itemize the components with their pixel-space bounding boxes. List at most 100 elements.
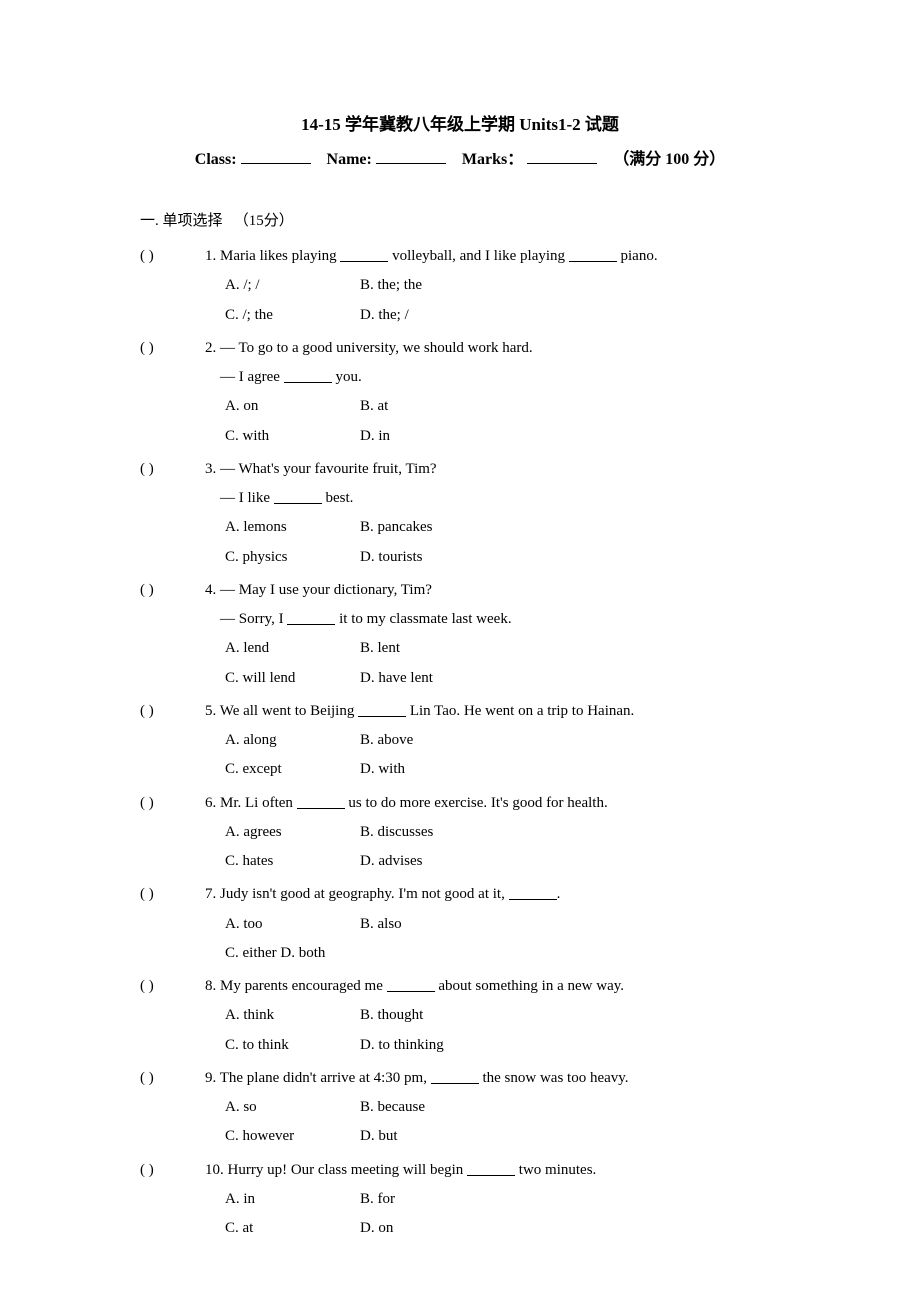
option-row-single: C. either D. both — [140, 939, 780, 968]
option-b: B. for — [360, 1185, 780, 1214]
option-row: A. thinkB. thought — [140, 1001, 780, 1030]
option-b: B. pancakes — [360, 513, 780, 542]
option-row: A. tooB. also — [140, 910, 780, 939]
option-b: D. have lent — [360, 664, 780, 693]
question-main-line: ( ) 1. Maria likes playing volleyball, a… — [140, 242, 780, 271]
fill-blank — [284, 369, 332, 383]
answer-paren: ( ) — [140, 1156, 205, 1185]
option-a: C. to think — [225, 1031, 360, 1060]
fill-blank — [569, 248, 617, 262]
fill-blank — [431, 1070, 479, 1084]
option-a: A. too — [225, 910, 360, 939]
section-header: 一. 单项选择 （15分） — [140, 209, 780, 230]
question-text: 5. We all went to Beijing Lin Tao. He we… — [205, 697, 780, 726]
question-text: 4. — May I use your dictionary, Tim? — [205, 576, 780, 605]
option-row: A. lemonsB. pancakes — [140, 513, 780, 542]
option-a: A. lemons — [225, 513, 360, 542]
question-text: 10. Hurry up! Our class meeting will beg… — [205, 1156, 780, 1185]
option-row: A. soB. because — [140, 1093, 780, 1122]
option-b: B. because — [360, 1093, 780, 1122]
option-b: D. to thinking — [360, 1031, 780, 1060]
question-text: 7. Judy isn't good at geography. I'm not… — [205, 880, 780, 909]
option-b: D. but — [360, 1122, 780, 1151]
option-row: C. /; theD. the; / — [140, 301, 780, 330]
question-2: ( ) 2. — To go to a good university, we … — [140, 334, 780, 451]
option-b: B. the; the — [360, 271, 780, 300]
option-row: C. to thinkD. to thinking — [140, 1031, 780, 1060]
option-row: A. lendB. lent — [140, 634, 780, 663]
fill-blank — [274, 490, 322, 504]
option-b: D. advises — [360, 847, 780, 876]
question-text: 9. The plane didn't arrive at 4:30 pm, t… — [205, 1064, 780, 1093]
answer-paren: ( ) — [140, 972, 205, 1001]
fill-blank — [297, 795, 345, 809]
question-sub-line: — I like best. — [140, 484, 780, 513]
option-a: A. think — [225, 1001, 360, 1030]
option-row: C. howeverD. but — [140, 1122, 780, 1151]
question-sub-line: — Sorry, I it to my classmate last week. — [140, 605, 780, 634]
question-9: ( ) 9. The plane didn't arrive at 4:30 p… — [140, 1064, 780, 1152]
question-8: ( ) 8. My parents encouraged me about so… — [140, 972, 780, 1060]
question-main-line: ( ) 8. My parents encouraged me about so… — [140, 972, 780, 1001]
option-a: A. so — [225, 1093, 360, 1122]
option-a: C. at — [225, 1214, 360, 1243]
option-b: D. the; / — [360, 301, 780, 330]
option-row: C. atD. on — [140, 1214, 780, 1243]
option-b: D. with — [360, 755, 780, 784]
question-5: ( ) 5. We all went to Beijing Lin Tao. H… — [140, 697, 780, 785]
option-row: A. agreesB. discusses — [140, 818, 780, 847]
section-points: （15分） — [234, 213, 294, 229]
answer-paren: ( ) — [140, 334, 205, 363]
option-b: B. lent — [360, 634, 780, 663]
question-main-line: ( ) 4. — May I use your dictionary, Tim? — [140, 576, 780, 605]
marks-label: Marks： — [462, 151, 523, 168]
option-row: C. withD. in — [140, 422, 780, 451]
option-a: A. on — [225, 392, 360, 421]
answer-paren: ( ) — [140, 789, 205, 818]
option-a: C. however — [225, 1122, 360, 1151]
option-a: C. with — [225, 422, 360, 451]
name-label: Name: — [327, 151, 372, 168]
marks-blank — [527, 150, 597, 164]
option-a: C. physics — [225, 543, 360, 572]
option-b: B. discusses — [360, 818, 780, 847]
option-row: C. physicsD. tourists — [140, 543, 780, 572]
question-main-line: ( ) 5. We all went to Beijing Lin Tao. H… — [140, 697, 780, 726]
option-b: B. at — [360, 392, 780, 421]
option-row: A. inB. for — [140, 1185, 780, 1214]
option-a: C. /; the — [225, 301, 360, 330]
question-text: 2. — To go to a good university, we shou… — [205, 334, 780, 363]
answer-paren: ( ) — [140, 455, 205, 484]
answer-paren: ( ) — [140, 242, 205, 271]
option-a: A. /; / — [225, 271, 360, 300]
option-a: C. hates — [225, 847, 360, 876]
question-6: ( ) 6. Mr. Li often us to do more exerci… — [140, 789, 780, 877]
fill-blank — [358, 703, 406, 717]
question-sub-line: — I agree you. — [140, 363, 780, 392]
question-3: ( ) 3. — What's your favourite fruit, Ti… — [140, 455, 780, 572]
questions-container: ( ) 1. Maria likes playing volleyball, a… — [140, 242, 780, 1243]
option-a: A. along — [225, 726, 360, 755]
option-b: D. on — [360, 1214, 780, 1243]
option-a: A. agrees — [225, 818, 360, 847]
answer-paren: ( ) — [140, 880, 205, 909]
page-title: 14-15 学年冀教八年级上学期 Units1-2 试题 — [140, 110, 780, 135]
option-a: C. will lend — [225, 664, 360, 693]
option-a: A. in — [225, 1185, 360, 1214]
answer-paren: ( ) — [140, 576, 205, 605]
question-main-line: ( ) 2. — To go to a good university, we … — [140, 334, 780, 363]
option-a: A. lend — [225, 634, 360, 663]
fill-blank — [287, 611, 335, 625]
question-text: 8. My parents encouraged me about someth… — [205, 972, 780, 1001]
question-4: ( ) 4. — May I use your dictionary, Tim?… — [140, 576, 780, 693]
class-blank — [241, 150, 311, 164]
question-10: ( )10. Hurry up! Our class meeting will … — [140, 1156, 780, 1244]
option-row: C. hatesD. advises — [140, 847, 780, 876]
fill-blank — [509, 886, 557, 900]
option-row: C. exceptD. with — [140, 755, 780, 784]
answer-paren: ( ) — [140, 1064, 205, 1093]
question-1: ( ) 1. Maria likes playing volleyball, a… — [140, 242, 780, 330]
question-main-line: ( )10. Hurry up! Our class meeting will … — [140, 1156, 780, 1185]
question-text: 6. Mr. Li often us to do more exercise. … — [205, 789, 780, 818]
option-row: C. will lendD. have lent — [140, 664, 780, 693]
